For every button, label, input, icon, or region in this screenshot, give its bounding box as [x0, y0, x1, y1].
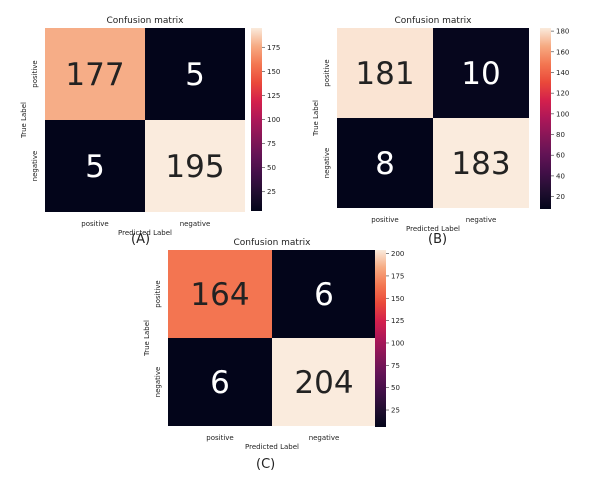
- panel-c-y-tick-label: positive: [154, 280, 162, 307]
- panel-b-cell-r0c0: [337, 28, 433, 118]
- panel-c-value-label-r1c0: 6: [210, 365, 230, 401]
- panel-c-value-label-r0c0: 164: [190, 277, 249, 313]
- panel-a-cell-r1c1: [145, 120, 245, 212]
- panel-a-x-tick-label: negative: [180, 220, 211, 228]
- panel-c-colorbar-tick-label: 125: [391, 317, 404, 325]
- panel-b-colorbar-tick-label: 60: [556, 152, 565, 160]
- panel-c-cell-r1c0: [168, 338, 272, 426]
- panel-c-y-axis-label: True Label: [143, 320, 151, 357]
- panel-b-colorbar-tick-label: 40: [556, 172, 565, 180]
- panel-b-cell-r1c1: [433, 118, 529, 208]
- panel-a-colorbar-tick-label: 150: [267, 68, 280, 76]
- panel-a-colorbar-tick-label: 75: [267, 140, 276, 148]
- panel-b-value-label-r1c0: 8: [375, 146, 395, 182]
- panel-b-value-label-r1c1: 183: [451, 146, 510, 182]
- panel-c-value-label-r0c1: 6: [314, 277, 334, 313]
- panel-c-x-axis-label: Predicted Label: [245, 443, 299, 451]
- panel-b-colorbar-tick-label: 20: [556, 193, 565, 201]
- panel-a-colorbar-tick-label: 125: [267, 92, 280, 100]
- panel-a-y-tick-label: negative: [31, 151, 39, 182]
- panel-b-colorbar-tick-label: 160: [556, 48, 569, 56]
- panel-b-value-label-r0c0: 181: [355, 56, 414, 92]
- panel-b-x-tick-label: negative: [466, 216, 497, 224]
- panel-c-title: Confusion matrix: [234, 238, 312, 248]
- panel-b-colorbar-tick-label: 140: [556, 69, 569, 77]
- panel-a-colorbar-tick-label: 100: [267, 116, 280, 124]
- panel-label-c: (C): [256, 457, 276, 472]
- panel-b-title: Confusion matrix: [395, 16, 473, 26]
- panel-c-colorbar: [375, 250, 386, 427]
- panel-a-cell-r0c0: [45, 28, 145, 120]
- panel-c-x-tick-label: negative: [309, 434, 340, 442]
- panel-b-x-axis-label: Predicted Label: [406, 225, 460, 233]
- panel-a-colorbar-tick-label: 175: [267, 44, 280, 52]
- panel-b-y-tick-label: negative: [323, 148, 331, 179]
- panel-a-cell-r0c1: [145, 28, 245, 120]
- panel-b-cell-r0c1: [433, 28, 529, 118]
- panel-c-colorbar-tick-label: 25: [391, 407, 400, 415]
- panel-b-colorbar-tick-label: 100: [556, 110, 569, 118]
- panel-a-colorbar-tick-label: 25: [267, 188, 276, 196]
- panel-c-x-tick-label: positive: [206, 434, 233, 442]
- panel-c-value-label-r1c1: 204: [294, 365, 353, 401]
- panel-c-cell-r1c1: [272, 338, 376, 426]
- panel-b-colorbar-tick-label: 80: [556, 131, 565, 139]
- panel-b-colorbar-tick-label: 180: [556, 28, 569, 36]
- panel-b-cell-r1c0: [337, 118, 433, 208]
- panel-a-cell-r1c0: [45, 120, 145, 212]
- panel-b-colorbar-tick-label: 120: [556, 90, 569, 98]
- panel-a-colorbar-tick-label: 50: [267, 164, 276, 172]
- panel-a-title: Confusion matrix: [107, 16, 185, 26]
- panel-label-b: (B): [428, 232, 448, 247]
- panel-c-y-tick-label: negative: [154, 367, 162, 398]
- panel-a-y-axis-label: True Label: [20, 102, 28, 139]
- panel-a-value-label-r1c0: 5: [85, 149, 105, 185]
- panel-a-x-tick-label: positive: [81, 220, 108, 228]
- panel-a-value-label-r0c1: 5: [185, 57, 205, 93]
- panel-c-colorbar-tick-label: 200: [391, 250, 404, 258]
- panel-b-value-label-r0c1: 10: [461, 56, 500, 92]
- panel-label-a: (A): [131, 232, 151, 247]
- panel-c-colorbar-tick-label: 150: [391, 295, 404, 303]
- panel-c-colorbar-tick-label: 100: [391, 339, 404, 347]
- panel-a-value-label-r0c0: 177: [65, 57, 124, 93]
- panel-a-y-tick-label: positive: [31, 60, 39, 87]
- panel-c-cell-r0c1: [272, 250, 376, 338]
- panel-b-colorbar: [540, 28, 551, 209]
- panel-c-cell-r0c0: [168, 250, 272, 338]
- panel-a-x-axis-label: Predicted Label: [118, 229, 172, 237]
- panel-c-colorbar-tick-label: 50: [391, 384, 400, 392]
- panel-a-value-label-r1c1: 195: [165, 149, 224, 185]
- panel-b-y-axis-label: True Label: [312, 100, 320, 137]
- panel-c-colorbar-tick-label: 75: [391, 362, 400, 370]
- panel-b-x-tick-label: positive: [371, 216, 398, 224]
- panel-a-colorbar: [251, 28, 262, 211]
- panel-b-y-tick-label: positive: [323, 59, 331, 86]
- panel-c-colorbar-tick-label: 175: [391, 272, 404, 280]
